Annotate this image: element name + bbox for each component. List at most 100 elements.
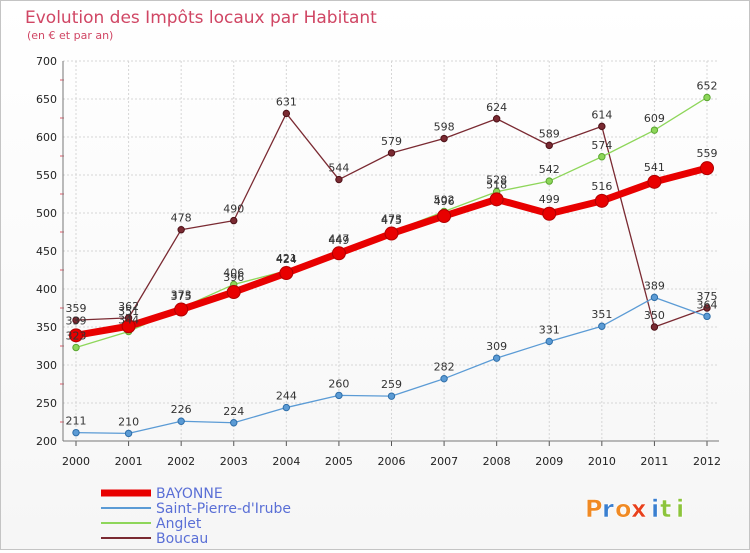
data-label-boucau: 478 — [171, 212, 192, 225]
x-tick-label: 2009 — [535, 455, 563, 468]
data-label-anglet: 406 — [223, 266, 244, 279]
x-tick-label: 2005 — [325, 455, 353, 468]
point-saint-pierre-d-irube — [335, 391, 343, 400]
brand-letter: x — [631, 495, 647, 523]
y-tick-label: 300 — [36, 359, 57, 372]
data-label-bayonne: 516 — [591, 180, 612, 193]
point-saint-pierre-d-irube — [230, 419, 238, 427]
data-label-bayonne: 339 — [66, 314, 87, 327]
data-label-bayonne: 396 — [223, 271, 244, 284]
data-label-boucau: 490 — [223, 203, 244, 216]
point-saint-pierre-d-irube — [650, 293, 659, 302]
data-label-saint-pierre-d-irube: 210 — [118, 415, 139, 428]
point-saint-pierre-d-irube — [545, 337, 553, 346]
point-saint-pierre-d-irube — [124, 429, 133, 438]
data-label-saint-pierre-d-irube: 224 — [223, 405, 244, 418]
data-label-bayonne: 421 — [276, 252, 297, 265]
y-tick-label: 200 — [36, 435, 57, 448]
point-anglet — [703, 93, 711, 102]
x-tick-label: 2011 — [640, 455, 668, 468]
point-boucau — [440, 134, 448, 143]
point-bayonne — [700, 161, 714, 176]
point-bayonne — [384, 226, 399, 241]
legend-label: Anglet — [156, 516, 202, 532]
data-label-anglet: 502 — [434, 193, 455, 206]
data-label-saint-pierre-d-irube: 226 — [171, 403, 192, 416]
point-boucau — [230, 216, 238, 225]
data-label-boucau: 359 — [66, 302, 87, 315]
y-tick-label: 700 — [36, 55, 57, 68]
data-label-anglet: 528 — [486, 174, 507, 187]
x-tick-label: 2003 — [220, 455, 248, 468]
legend-label: Saint-Pierre-d'Irube — [156, 501, 291, 517]
point-bayonne — [226, 285, 241, 300]
point-bayonne — [594, 193, 609, 208]
chart-title: Evolution des Impôts locaux par Habitant — [25, 8, 377, 28]
data-label-boucau: 375 — [697, 290, 718, 303]
chart-subtitle: (en € et par an) — [27, 29, 113, 42]
point-boucau — [335, 175, 343, 184]
x-tick-label: 2010 — [588, 455, 616, 468]
legend-label: Boucau — [156, 531, 208, 547]
data-label-boucau: 624 — [486, 101, 507, 114]
data-label-boucau: 631 — [276, 95, 297, 108]
data-label-bayonne: 541 — [644, 161, 665, 174]
brand-letter: i — [651, 495, 659, 523]
data-label-boucau: 589 — [539, 127, 560, 140]
data-label-anglet: 475 — [381, 214, 402, 227]
point-anglet — [650, 126, 659, 134]
data-label-bayonne: 499 — [539, 193, 560, 206]
point-saint-pierre-d-irube — [492, 354, 501, 362]
data-label-bayonne: 559 — [697, 147, 718, 160]
point-bayonne — [331, 246, 346, 261]
point-bayonne — [542, 206, 557, 221]
y-tick-label: 500 — [36, 207, 57, 220]
point-bayonne — [69, 328, 83, 343]
data-label-anglet: 424 — [276, 253, 297, 266]
y-tick-label: 450 — [36, 245, 57, 258]
point-boucau — [282, 109, 291, 118]
data-label-boucau: 362 — [118, 300, 139, 313]
y-tick-label: 250 — [36, 397, 57, 410]
point-saint-pierre-d-irube — [72, 428, 80, 437]
data-label-boucau: 544 — [328, 162, 349, 175]
data-label-bayonne: 518 — [486, 178, 507, 191]
point-boucau — [492, 115, 501, 123]
x-tick-label: 2000 — [62, 455, 90, 468]
data-label-anglet: 344 — [118, 314, 139, 327]
point-bayonne — [437, 209, 452, 224]
data-label-bayonne: 473 — [381, 213, 402, 226]
brand-letter: i — [676, 495, 684, 523]
data-label-bayonne: 351 — [118, 305, 139, 318]
point-saint-pierre-d-irube — [177, 417, 185, 425]
data-label-saint-pierre-d-irube: 211 — [66, 415, 87, 428]
legend-label: BAYONNE — [156, 486, 223, 502]
point-boucau — [650, 323, 659, 331]
point-boucau — [598, 122, 606, 131]
data-label-saint-pierre-d-irube: 389 — [644, 279, 665, 292]
data-label-anglet: 652 — [697, 79, 718, 92]
point-saint-pierre-d-irube — [440, 374, 448, 383]
data-label-boucau: 614 — [591, 108, 612, 121]
brand-letter: r — [602, 495, 614, 523]
data-label-saint-pierre-d-irube: 364 — [697, 298, 718, 311]
point-boucau — [545, 141, 553, 150]
point-anglet — [598, 153, 606, 161]
x-tick-label: 2002 — [167, 455, 195, 468]
point-boucau — [703, 304, 711, 312]
data-label-bayonne: 373 — [171, 289, 192, 302]
data-label-boucau: 579 — [381, 135, 402, 148]
data-label-saint-pierre-d-irube: 282 — [434, 361, 455, 374]
point-bayonne — [174, 302, 189, 317]
x-tick-label: 2001 — [115, 455, 143, 468]
point-anglet — [72, 343, 80, 352]
point-saint-pierre-d-irube — [598, 322, 606, 330]
brand-letter: P — [585, 495, 603, 523]
point-boucau — [387, 149, 396, 157]
brand-letter: o — [615, 495, 632, 523]
data-label-anglet: 449 — [328, 234, 349, 247]
data-label-saint-pierre-d-irube: 259 — [381, 378, 402, 391]
